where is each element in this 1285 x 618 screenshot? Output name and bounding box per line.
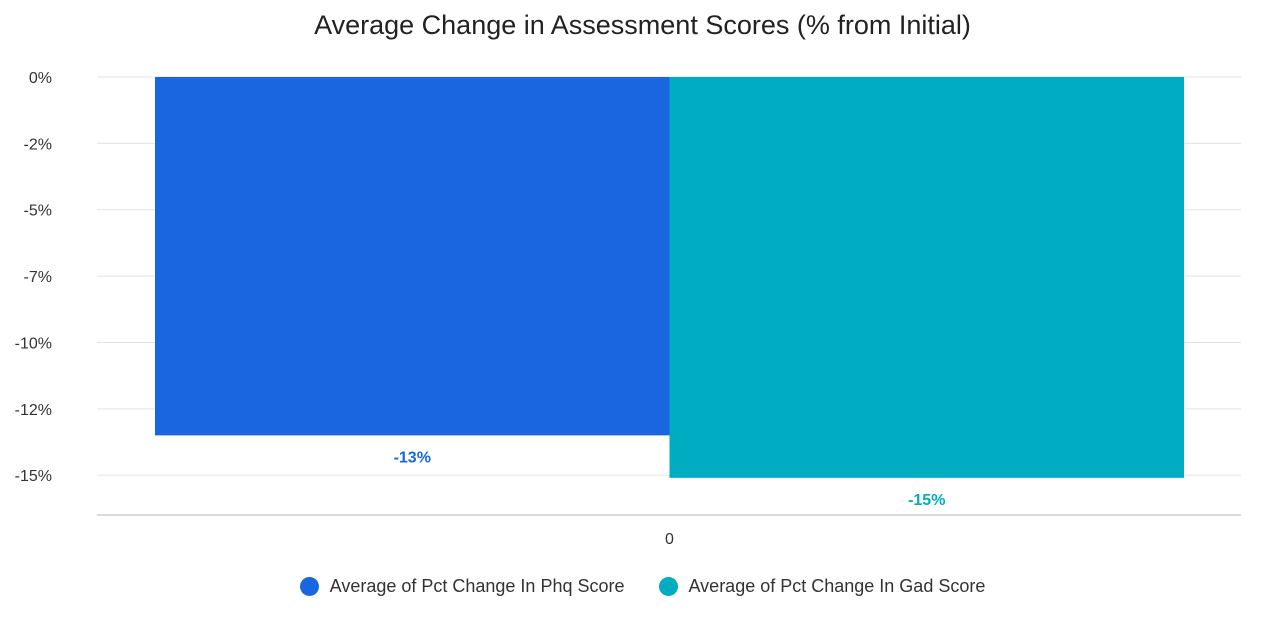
legend-label: Average of Pct Change In Phq Score <box>329 576 625 596</box>
legend-swatch <box>299 577 319 596</box>
y-tick-label: -2% <box>24 136 52 153</box>
chart-legend: Average of Pct Change In Phq Score Averag… <box>0 576 1285 597</box>
y-tick-label: -15% <box>15 468 52 485</box>
data-label: -15% <box>908 492 945 509</box>
y-tick-label: -10% <box>15 335 52 352</box>
y-tick-label: -5% <box>24 203 52 220</box>
legend-item[interactable]: Average of Pct Change In Phq Score <box>299 576 625 597</box>
bar-2 <box>669 77 1184 478</box>
data-label: -13% <box>394 449 431 466</box>
chart-title: Average Change in Assessment Scores (% f… <box>314 10 971 40</box>
legend-swatch <box>658 577 678 596</box>
x-tick-label: 0 <box>665 531 674 548</box>
y-tick-label: -7% <box>24 269 52 286</box>
y-tick-label: 0% <box>29 70 52 87</box>
legend-item[interactable]: Average of Pct Change In Gad Score <box>658 576 986 597</box>
bar-1 <box>155 77 670 436</box>
y-tick-label: -12% <box>15 402 52 419</box>
legend-label: Average of Pct Change In Gad Score <box>688 576 986 596</box>
